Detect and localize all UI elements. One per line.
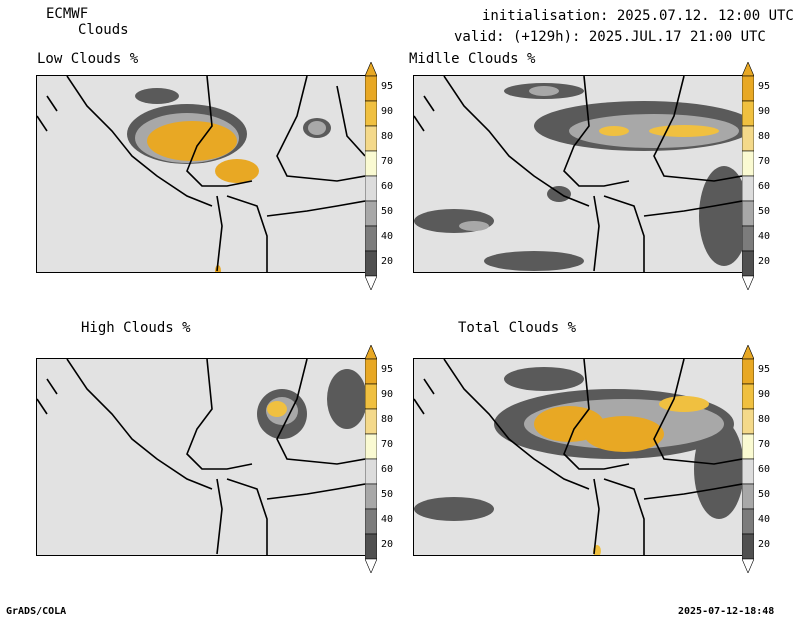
colorbar-label: 60 — [758, 181, 771, 192]
colorbar-bottom-arrow — [365, 558, 377, 573]
colorbar-label: 80 — [381, 414, 394, 425]
colorbar-segment — [742, 175, 754, 202]
colorbar-segment — [365, 358, 377, 385]
map-total-clouds — [413, 358, 743, 556]
colorbar-label: 95 — [381, 81, 394, 92]
colorbar-bottom-arrow — [742, 558, 754, 573]
colorbar-segment — [365, 533, 377, 560]
colorbar-label: 40 — [381, 514, 394, 525]
colorbar-label: 70 — [381, 156, 394, 167]
colorbar-segment — [742, 358, 754, 385]
colorbar-label: 20 — [758, 539, 771, 550]
colorbar-segment — [365, 408, 377, 435]
colorbar-label: 80 — [758, 414, 771, 425]
colorbar-segment — [365, 225, 377, 252]
colorbar-label: 60 — [758, 464, 771, 475]
colorbar-high: 95 90 80 70 60 50 40 20 — [365, 345, 393, 575]
colorbar-segment — [365, 483, 377, 510]
colorbar-top-arrow — [742, 345, 754, 360]
colorbar-segment — [742, 483, 754, 510]
colorbar-segment — [742, 225, 754, 252]
colorbar-segment — [365, 125, 377, 152]
colorbar-label: 50 — [758, 489, 771, 500]
colorbar-segment — [365, 383, 377, 410]
colorbar-label: 20 — [381, 539, 394, 550]
colorbar-segment — [365, 150, 377, 177]
colorbar-label: 95 — [381, 364, 394, 375]
colorbar-segment — [365, 508, 377, 535]
colorbar-label: 90 — [381, 106, 394, 117]
colorbar-segment — [365, 458, 377, 485]
colorbar-low: 95 90 80 70 60 50 40 20 — [365, 62, 393, 292]
footer-software: GrADS/COLA — [6, 606, 67, 617]
colorbar-label: 90 — [758, 106, 771, 117]
colorbar-segment — [742, 150, 754, 177]
colorbar-label: 40 — [758, 231, 771, 242]
colorbar-label: 80 — [381, 131, 394, 142]
colorbar-label: 50 — [381, 206, 394, 217]
colorbar-bottom-arrow — [742, 275, 754, 290]
colorbar-top-arrow — [742, 62, 754, 77]
colorbar-segment — [365, 250, 377, 277]
colorbar-segment — [742, 250, 754, 277]
colorbar-segment — [742, 200, 754, 227]
colorbar-label: 95 — [758, 81, 771, 92]
panel-title-low: Low Clouds % — [37, 51, 139, 67]
map-low-clouds — [36, 75, 366, 273]
colorbar-label: 70 — [758, 439, 771, 450]
panel-title-high: High Clouds % — [81, 320, 191, 336]
colorbar-segment — [742, 433, 754, 460]
init-time: initialisation: 2025.07.12. 12:00 UTC — [482, 8, 794, 24]
colorbar-segment — [742, 508, 754, 535]
model-name: ECMWF — [46, 6, 89, 22]
colorbar-segment — [365, 433, 377, 460]
colorbar-segment — [742, 533, 754, 560]
colorbar-segment — [742, 75, 754, 102]
colorbar-label: 50 — [381, 489, 394, 500]
colorbar-label: 70 — [758, 156, 771, 167]
colorbar-label: 40 — [381, 231, 394, 242]
colorbar-segment — [365, 200, 377, 227]
colorbar-label: 40 — [758, 514, 771, 525]
colorbar-label: 90 — [758, 389, 771, 400]
map-high-clouds — [36, 358, 366, 556]
colorbar-segment — [365, 100, 377, 127]
product-name: Clouds — [78, 22, 129, 38]
colorbar-segment — [365, 175, 377, 202]
colorbar-segment — [742, 458, 754, 485]
colorbar-top-arrow — [365, 345, 377, 360]
colorbar-label: 60 — [381, 181, 394, 192]
valid-time: valid: (+129h): 2025.JUL.17 21:00 UTC — [454, 29, 766, 45]
colorbar-label: 20 — [381, 256, 394, 267]
colorbar-label: 80 — [758, 131, 771, 142]
colorbar-total: 95 90 80 70 60 50 40 20 — [742, 345, 770, 575]
colorbar-bottom-arrow — [365, 275, 377, 290]
colorbar-label: 50 — [758, 206, 771, 217]
panel-title-total: Total Clouds % — [458, 320, 577, 336]
colorbar-top-arrow — [365, 62, 377, 77]
colorbar-label: 70 — [381, 439, 394, 450]
panel-title-middle: Midlle Clouds % — [409, 51, 536, 67]
map-middle-clouds — [413, 75, 743, 273]
colorbar-segment — [742, 100, 754, 127]
colorbar-segment — [365, 75, 377, 102]
colorbar-segment — [742, 408, 754, 435]
colorbar-middle: 95 90 80 70 60 50 40 20 — [742, 62, 770, 292]
colorbar-segment — [742, 125, 754, 152]
colorbar-label: 60 — [381, 464, 394, 475]
colorbar-label: 90 — [381, 389, 394, 400]
footer-timestamp: 2025-07-12-18:48 — [678, 606, 775, 617]
colorbar-label: 20 — [758, 256, 771, 267]
colorbar-label: 95 — [758, 364, 771, 375]
colorbar-segment — [742, 383, 754, 410]
